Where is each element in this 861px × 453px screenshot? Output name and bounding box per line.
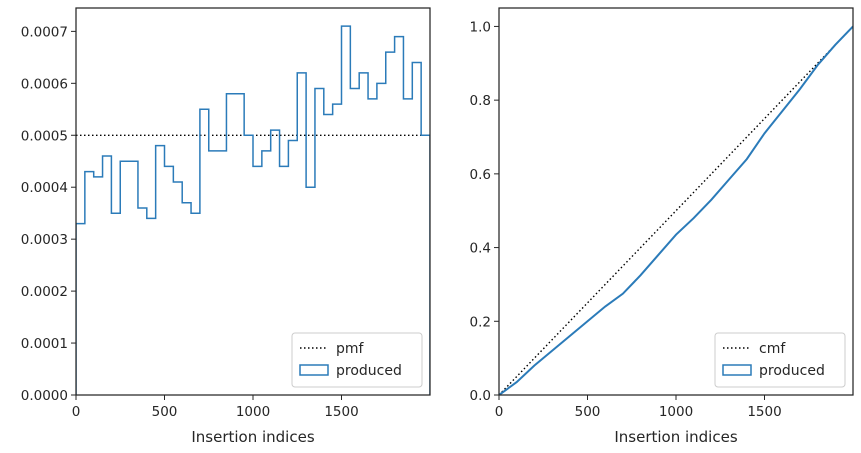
y-tick-label: 0.0001 bbox=[21, 336, 68, 352]
y-tick-label: 0.0005 bbox=[21, 128, 68, 144]
x-tick-label: 1000 bbox=[236, 404, 270, 420]
axes-frame bbox=[75, 7, 431, 396]
x-tick-label: 1000 bbox=[659, 404, 693, 420]
y-tick-label: 0.8 bbox=[470, 93, 491, 109]
y-tick-label: 0.0004 bbox=[21, 180, 68, 196]
legend-swatch-produced bbox=[299, 364, 329, 376]
y-tick-label: 0.2 bbox=[470, 314, 491, 330]
plot-area bbox=[76, 25, 430, 395]
histogram-step-produced bbox=[76, 25, 430, 395]
x-tick-label: 500 bbox=[152, 404, 178, 420]
x-tick-label: 1500 bbox=[747, 404, 781, 420]
legend-label-cmf: cmf bbox=[759, 341, 786, 357]
y-tick-label: 0.0 bbox=[470, 388, 491, 404]
chart-panel-2: 0.0 0.2 0.4 0.6 0.8 1.0 0 500 1000 1500 Insertion … bbox=[470, 7, 854, 446]
legend: cmf produced bbox=[714, 332, 846, 388]
plot-area bbox=[499, 25, 853, 395]
x-tick-label: 0 bbox=[72, 404, 81, 420]
y-tick-label: 0.0000 bbox=[21, 388, 68, 404]
y-tick-label: 0.0002 bbox=[21, 284, 68, 300]
x-tick-label: 500 bbox=[575, 404, 601, 420]
axes-frame bbox=[498, 7, 854, 396]
y-tick-label: 1.0 bbox=[470, 19, 491, 35]
y-tick-label: 0.4 bbox=[470, 241, 491, 257]
legend-label-pmf: pmf bbox=[336, 341, 365, 357]
x-axis-label: Insertion indices bbox=[614, 428, 737, 446]
legend-label-produced: produced bbox=[336, 363, 402, 379]
chart-panel-1: 0.0000 0.0001 0.0002 0.0003 0.0004 0.0005 0.00… bbox=[21, 7, 431, 446]
y-tick-label: 0.0007 bbox=[21, 24, 68, 40]
y-tick-label: 0.6 bbox=[470, 167, 491, 183]
x-tick-label: 0 bbox=[495, 404, 504, 420]
x-axis-label: Insertion indices bbox=[191, 428, 314, 446]
reference-line-cmf bbox=[499, 25, 853, 395]
x-tick-label: 1500 bbox=[324, 404, 358, 420]
legend-swatch-produced bbox=[722, 364, 752, 376]
series-line-produced bbox=[499, 25, 853, 395]
y-tick-label: 0.0006 bbox=[21, 76, 68, 92]
legend: pmf produced bbox=[291, 332, 423, 388]
y-tick-label: 0.0003 bbox=[21, 232, 68, 248]
legend-label-produced: produced bbox=[759, 363, 825, 379]
legend-box bbox=[714, 332, 846, 388]
legend-box bbox=[291, 332, 423, 388]
